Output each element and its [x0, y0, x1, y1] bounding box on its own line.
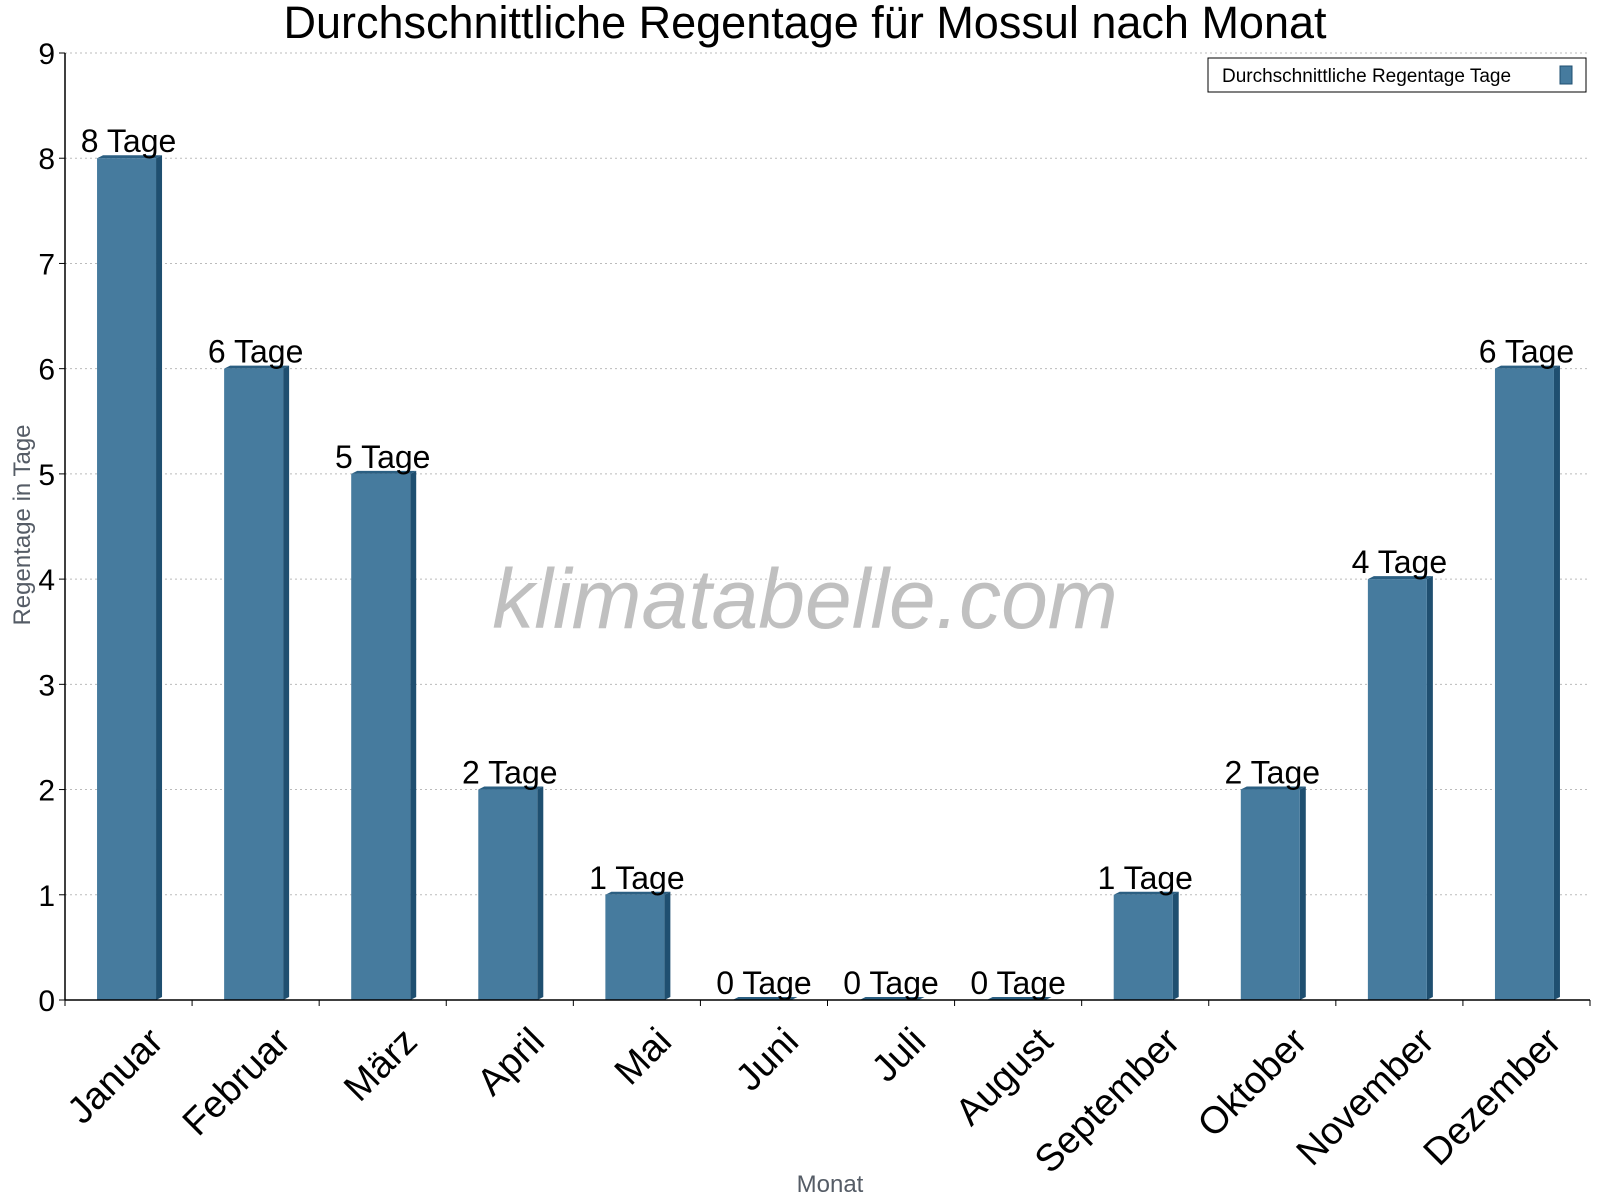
y-tick-label: 6: [38, 354, 55, 387]
legend-swatch: [1559, 65, 1573, 85]
legend-box: [1207, 57, 1587, 93]
bar: [1367, 579, 1427, 1000]
x-tick-label: Oktober: [1190, 1020, 1316, 1146]
bar-top: [97, 155, 163, 159]
watermark: klimatabelle.com: [492, 552, 1118, 646]
bar-side: [410, 470, 417, 1000]
chart-title: Durchschnittliche Regentage für Mossul n…: [283, 0, 1327, 48]
grid-lines: [65, 52, 1590, 896]
y-tick-label: 0: [38, 985, 55, 1018]
data-label: 0 Tage: [970, 965, 1066, 1001]
bar-top: [605, 891, 671, 895]
y-tick-label: 8: [38, 143, 55, 176]
data-label: 0 Tage: [843, 965, 939, 1001]
y-tick-label: 3: [38, 669, 55, 702]
y-tick-label: 7: [38, 248, 55, 281]
data-label: 2 Tage: [462, 755, 558, 791]
data-label: 1 Tage: [1097, 860, 1193, 896]
y-tick-label: 9: [38, 38, 55, 71]
x-tick-label: Mai: [607, 1020, 680, 1093]
bar-side: [1172, 891, 1179, 1000]
bar: [605, 894, 665, 1000]
bar: [478, 789, 538, 1000]
x-tick-label: Januar: [60, 1020, 172, 1132]
x-tick-label: April: [469, 1020, 552, 1103]
bar: [97, 158, 157, 1000]
data-label: 8 Tage: [81, 123, 177, 159]
y-tick-label: 2: [38, 775, 55, 808]
y-tick-label: 4: [38, 564, 55, 597]
x-tick-label: März: [336, 1020, 425, 1109]
data-labels: 8 Tage 6 Tage 5 Tage 2 Tage 1 Tage 0 Tage 0 Ta…: [81, 123, 1574, 1001]
data-label: 1 Tage: [589, 860, 685, 896]
data-label: 0 Tage: [716, 965, 812, 1001]
bar-side: [1426, 576, 1433, 1000]
bar: [351, 473, 411, 1000]
bar-top: [1240, 786, 1306, 790]
x-tick-label: November: [1289, 1020, 1443, 1174]
x-tick-label: Februar: [175, 1020, 299, 1144]
x-tick-label: Juni: [728, 1020, 807, 1099]
data-label: 5 Tage: [335, 439, 431, 475]
bar-top: [224, 365, 290, 369]
x-axis-title: Monat: [797, 1171, 864, 1198]
bars: [97, 155, 1560, 1001]
legend-label: Durchschnittliche Regentage Tage: [1222, 66, 1511, 87]
data-label: 4 Tage: [1352, 544, 1448, 580]
data-label: 6 Tage: [1479, 334, 1575, 370]
bar: [1494, 368, 1554, 1001]
bar-top: [1367, 576, 1433, 580]
x-tick-label: Dezember: [1416, 1020, 1570, 1174]
bar-side: [1553, 365, 1560, 1001]
legend: Durchschnittliche Regentage Tage: [1207, 57, 1587, 93]
bar-side: [283, 365, 290, 1001]
bar-top: [351, 470, 417, 474]
data-label: 2 Tage: [1225, 755, 1321, 791]
bar-side: [1299, 786, 1306, 1000]
bar-top: [1113, 891, 1179, 895]
x-tick-label: August: [948, 1020, 1062, 1134]
y-tick-label: 5: [38, 459, 55, 492]
bar: [1240, 789, 1300, 1000]
bar-top: [478, 786, 544, 790]
bar-side: [537, 786, 544, 1000]
y-axis-title: Regentage in Tage: [9, 424, 36, 625]
bar: [224, 368, 284, 1001]
bar-side: [156, 155, 163, 1000]
y-tick-label: 1: [38, 880, 55, 913]
bar-top: [1494, 365, 1560, 369]
bar: [1113, 894, 1173, 1000]
data-label: 6 Tage: [208, 334, 304, 370]
bar-side: [664, 891, 671, 1000]
x-tick-label: Juli: [864, 1020, 934, 1090]
